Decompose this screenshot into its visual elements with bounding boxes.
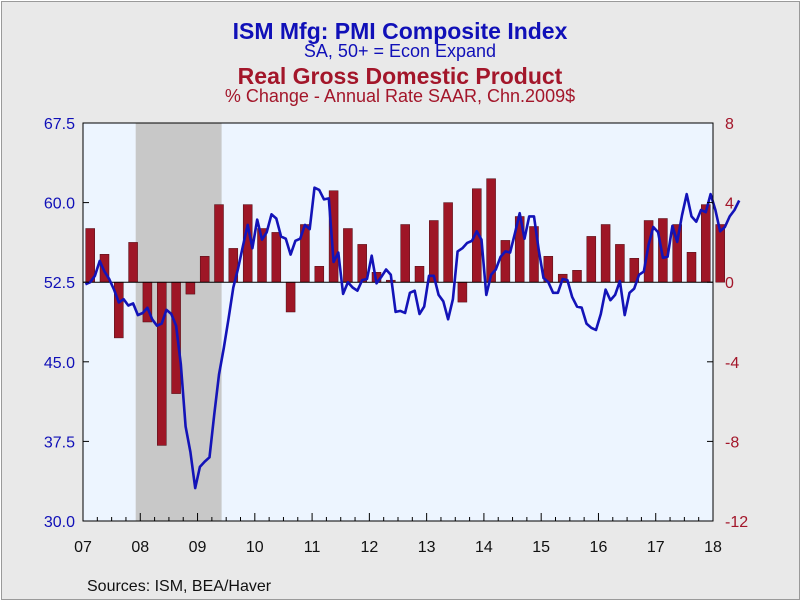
right-axis-tick-label: 4 [725, 196, 734, 213]
gdp-bar [271, 232, 282, 283]
gdp-bar [185, 281, 196, 295]
x-axis-tick-label: 10 [246, 539, 264, 556]
x-axis-tick-label: 16 [590, 539, 608, 556]
axis-ticks [82, 122, 714, 522]
left-axis-tick-label: 52.5 [44, 275, 75, 292]
chart-subtitle-gdp: % Change - Annual Rate SAAR, Chn.2009$ [224, 86, 576, 106]
gdp-bar [600, 224, 611, 283]
gdp-bar [586, 236, 597, 283]
gdp-bar [457, 281, 468, 303]
gdp-bar [443, 202, 453, 283]
left-axis-tick-label: 67.5 [44, 116, 75, 133]
gdp-bar [572, 270, 582, 283]
x-axis-tick-label: 09 [189, 539, 207, 556]
x-axis-tick-label: 11 [304, 539, 321, 556]
pmi-line [84, 186, 741, 490]
gdp-bar [486, 178, 496, 283]
x-axis-labels: 07 08 09 10 11 12 13 14 15 16 17 18 [74, 539, 722, 556]
source-note: Sources: ISM, BEA/Haver [87, 578, 272, 595]
x-axis-tick-label: 18 [704, 539, 722, 556]
gdp-bar [171, 281, 181, 394]
left-axis-tick-label: 60.0 [44, 196, 75, 213]
chart-subtitle-pmi: SA, 50+ = Econ Expand [303, 41, 497, 61]
chart-title-gdp: Real Gross Domestic Product [237, 63, 563, 89]
gdp-bar [615, 244, 625, 283]
right-axis-tick-label: -4 [725, 355, 739, 372]
gdp-bar [285, 281, 296, 313]
gdp-bar [400, 224, 410, 283]
right-axis-tick-label: 8 [725, 116, 734, 133]
gdp-bar [429, 220, 439, 283]
left-axis-tick-label: 45.0 [44, 355, 75, 372]
gdp-bar [357, 244, 367, 283]
gdp-bar [343, 228, 353, 283]
chart-title-pmi: ISM Mfg: PMI Composite Index [232, 18, 568, 44]
right-axis-tick-label: -12 [725, 514, 748, 531]
gdp-bar [157, 281, 167, 446]
x-axis-tick-label: 12 [360, 539, 378, 556]
gdp-bar [701, 204, 711, 283]
left-axis-labels: 67.5 60.0 52.5 45.0 37.5 30.0 [44, 116, 75, 531]
x-axis-tick-label: 08 [131, 539, 149, 556]
x-axis-tick-label: 15 [532, 539, 550, 556]
gdp-bar [214, 204, 224, 283]
gdp-bar [128, 242, 138, 283]
gdp-bar [686, 252, 697, 283]
x-axis-tick-label: 14 [475, 539, 493, 556]
gdp-bar [314, 266, 325, 283]
x-axis-tick-label: 17 [647, 539, 665, 556]
gdp-bar [658, 218, 668, 283]
gdp-bar [199, 256, 210, 283]
x-axis-tick-label: 13 [418, 539, 436, 556]
left-axis-tick-label: 37.5 [44, 434, 75, 451]
x-axis-tick-label: 07 [74, 539, 92, 556]
right-axis-tick-label: -8 [725, 434, 739, 451]
gdp-bar [414, 266, 425, 283]
right-axis-labels: 8 4 0 -4 -8 -12 [725, 116, 748, 531]
left-axis-tick-label: 30.0 [44, 514, 75, 531]
gdp-bar [500, 240, 511, 283]
gdp-bar [85, 228, 95, 283]
right-axis-tick-label: 0 [725, 275, 734, 292]
gdp-bar [715, 224, 725, 283]
